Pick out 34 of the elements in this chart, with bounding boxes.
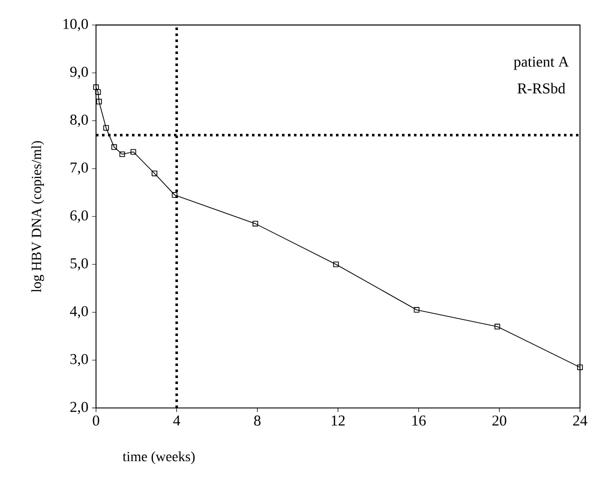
y-tick-label: 6,0 — [70, 210, 88, 223]
point — [172, 192, 178, 198]
point — [93, 84, 99, 90]
point — [494, 324, 500, 330]
x-tick-label: 24 — [573, 416, 588, 426]
point — [96, 98, 102, 104]
point — [414, 307, 420, 313]
annotation: R-RSbd — [518, 82, 566, 94]
x-tick-label: 8 — [254, 416, 261, 426]
point — [577, 364, 583, 370]
y-tick-label: 9,0 — [70, 66, 88, 80]
x-axis-title: time (weeks) — [122, 451, 195, 464]
y-tick-label: 10,0 — [64, 18, 88, 32]
x-tick-label: 12 — [332, 416, 345, 426]
annotation: patient A — [514, 56, 569, 70]
point — [252, 220, 258, 226]
y-axis-title: log HBV DNA (copies/ml) — [31, 141, 44, 292]
y-tick-label: 2,0 — [70, 402, 88, 414]
y-tick-label: 7,0 — [70, 162, 88, 175]
point — [333, 262, 339, 268]
y-tick-label: 4,0 — [70, 306, 88, 318]
y-tick-label: 8,0 — [70, 114, 88, 127]
x-tick-label: 20 — [492, 416, 506, 426]
y-tick-label: 3,0 — [70, 354, 88, 366]
y-tick-label: 5,0 — [70, 258, 88, 271]
point — [152, 170, 158, 176]
point — [103, 125, 109, 131]
x-tick-label: 4 — [173, 416, 180, 426]
point — [95, 89, 101, 95]
x-tick-label: 0 — [92, 416, 100, 426]
point — [130, 149, 136, 155]
point — [111, 144, 117, 150]
point — [119, 151, 126, 158]
x-tick-label: 16 — [412, 416, 426, 426]
